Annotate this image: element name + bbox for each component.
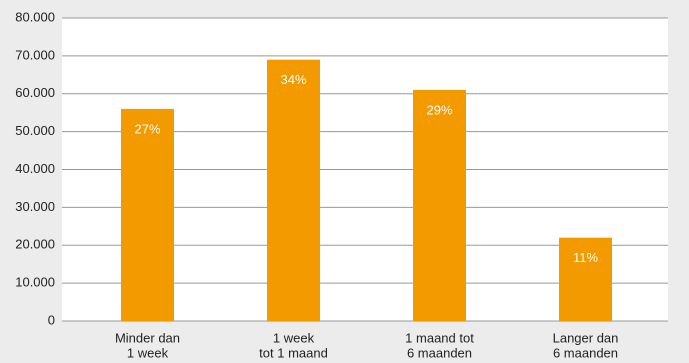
y-tick-label: 80.000 [15,9,55,24]
data-label: 11% [573,250,598,265]
x-tick-label: 6 maanden [553,345,618,360]
y-tick-label: 40.000 [15,161,55,176]
y-tick-label: 10.000 [15,275,55,290]
y-tick-label: 20.000 [15,237,55,252]
y-tick-label: 70.000 [15,47,55,62]
x-tick-label: 1 week [273,330,315,345]
data-label: 34% [280,72,306,87]
x-tick-label: 6 maanden [407,345,472,360]
y-tick-label: 30.000 [15,199,55,214]
x-tick-label: 1 week [127,345,169,360]
bar [413,89,466,322]
data-label: 29% [426,102,452,117]
data-label: 27% [134,121,160,136]
y-tick-label: 0 [48,312,55,327]
bar [121,108,174,322]
y-tick-label: 50.000 [15,123,55,138]
x-tick-label: Minder dan [115,330,180,345]
bar [267,59,320,321]
x-tick-label: 1 maand tot [405,330,474,345]
y-tick-label: 60.000 [15,85,55,100]
x-tick-label: Langer dan [553,330,619,345]
x-tick-label: tot 1 maand [259,345,328,360]
bar [559,237,612,321]
